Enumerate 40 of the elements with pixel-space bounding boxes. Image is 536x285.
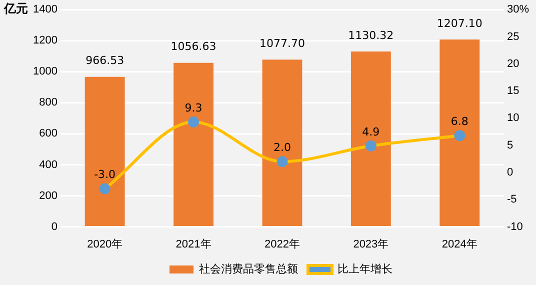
y2-tick-label: 30% xyxy=(506,4,530,16)
y-tick-label: 800 xyxy=(39,96,58,109)
data-label: 1130.32 xyxy=(348,28,394,42)
bar xyxy=(84,76,125,226)
legend-label: 社会消费品零售总额 xyxy=(199,262,298,276)
data-label: 4.9 xyxy=(362,125,380,138)
x-tick-label: 2022年 xyxy=(264,238,300,250)
y2-tick-label: -5 xyxy=(506,194,517,206)
y2-tick-label: 20 xyxy=(506,58,520,70)
x-tick-label: 2023年 xyxy=(353,238,389,250)
data-label: 9.3 xyxy=(184,101,202,114)
data-label: 6.8 xyxy=(450,114,468,128)
data-label: -3.0 xyxy=(94,168,116,182)
data-label: 966.53 xyxy=(86,54,124,68)
y-tick-label: 0 xyxy=(51,220,58,233)
y2-tick-label: 5 xyxy=(506,139,514,152)
y-axis-title: 亿元 xyxy=(3,2,28,16)
y-tick-label: 1000 xyxy=(32,66,58,78)
bar xyxy=(350,51,391,226)
data-label: 1056.63 xyxy=(170,40,216,54)
data-label: 1077.70 xyxy=(259,36,305,50)
y-tick-label: 600 xyxy=(39,128,58,140)
x-tick-label: 2024年 xyxy=(442,238,478,250)
x-tick-label: 2020年 xyxy=(87,238,123,250)
y2-tick-label: 15 xyxy=(506,85,520,98)
y-tick-label: 200 xyxy=(39,190,58,202)
bar xyxy=(262,60,302,226)
data-label: 2.0 xyxy=(273,141,291,154)
y2-tick-label: 0 xyxy=(506,166,514,179)
y-tick-label: 1200 xyxy=(32,34,58,47)
data-label: 1207.10 xyxy=(436,16,482,30)
bar xyxy=(174,62,214,226)
y-tick-label: 400 xyxy=(39,158,58,171)
x-tick-label: 2021年 xyxy=(176,238,212,250)
y2-tick-label: 10 xyxy=(506,112,520,124)
legend-label: 比上年增长 xyxy=(338,262,392,276)
bar xyxy=(440,40,480,226)
y-tick-label: 1400 xyxy=(32,4,58,16)
y2-tick-label: -10 xyxy=(506,220,523,233)
y2-tick-label: 25 xyxy=(506,30,520,43)
